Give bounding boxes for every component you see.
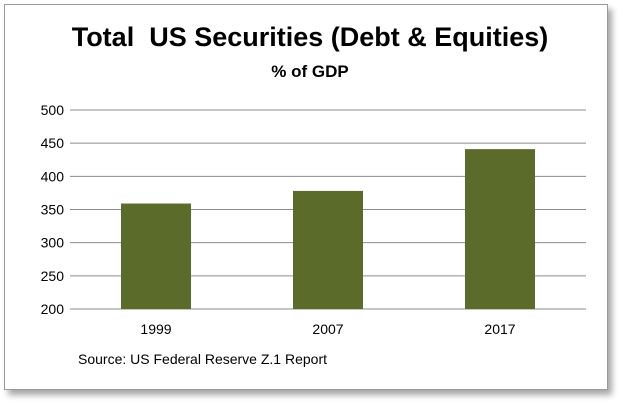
y-tick-label: 450 xyxy=(41,135,65,151)
bar-2017 xyxy=(465,149,535,309)
y-tick-label: 350 xyxy=(41,202,65,218)
bar-1999 xyxy=(121,203,191,309)
y-tick-label: 250 xyxy=(41,268,65,284)
chart-title: Total US Securities (Debt & Equities) xyxy=(71,22,549,52)
y-tick-label: 500 xyxy=(41,102,65,118)
chart-subtitle: % of GDP xyxy=(271,62,349,81)
bars xyxy=(121,149,535,309)
x-tick-label: 2017 xyxy=(484,321,515,337)
y-tick-label: 300 xyxy=(41,235,65,251)
x-tick-label: 1999 xyxy=(140,321,171,337)
bar-2007 xyxy=(293,190,363,309)
source-note: Source: US Federal Reserve Z.1 Report xyxy=(78,351,327,367)
y-tick-label: 400 xyxy=(41,168,65,184)
x-tick-label: 2007 xyxy=(312,321,343,337)
x-axis-ticks: 1999 2007 2017 xyxy=(140,321,515,337)
y-tick-label: 200 xyxy=(41,301,65,317)
y-axis-ticks: 200 250 300 350 400 450 500 xyxy=(41,102,65,317)
